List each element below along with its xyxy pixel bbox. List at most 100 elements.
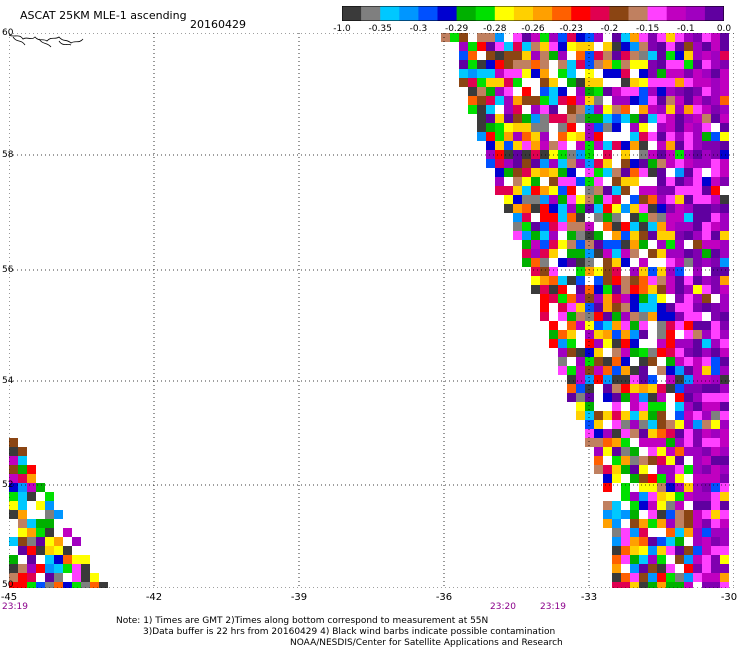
swath-cell xyxy=(657,294,666,303)
swath-cell xyxy=(666,141,675,150)
swath-cell xyxy=(630,258,639,267)
swath-cell xyxy=(18,456,27,465)
swath-cell xyxy=(531,240,540,249)
swath-cell xyxy=(594,276,603,285)
swath-cell xyxy=(486,141,495,150)
swath-cell xyxy=(720,429,729,438)
swath-cell xyxy=(558,366,567,375)
swath-cell xyxy=(639,375,648,384)
swath-cell xyxy=(657,501,666,510)
swath-cell xyxy=(675,501,684,510)
swath-cell xyxy=(648,519,657,528)
swath-cell xyxy=(666,267,675,276)
swath-cell xyxy=(9,564,18,573)
swath-cell xyxy=(657,411,666,420)
swath-cell xyxy=(720,357,729,366)
swath-cell xyxy=(630,384,639,393)
swath-cell xyxy=(675,447,684,456)
swath-cell xyxy=(468,42,477,51)
colorbar-label: 0.0 xyxy=(716,24,732,34)
swath-cell xyxy=(594,105,603,114)
swath-cell xyxy=(513,96,522,105)
swath-cell xyxy=(720,321,729,330)
time-label: 23:20 xyxy=(490,602,516,612)
swath-cell xyxy=(648,231,657,240)
swath-cell xyxy=(630,339,639,348)
swath-cell xyxy=(702,150,711,159)
swath-cell xyxy=(639,456,648,465)
swath-cell xyxy=(630,321,639,330)
swath-cell xyxy=(711,528,720,537)
swath-cell xyxy=(567,168,576,177)
swath-cell xyxy=(495,177,504,186)
swath-cell xyxy=(657,159,666,168)
swath-cell xyxy=(522,240,531,249)
swath-cell xyxy=(549,51,558,60)
swath-cell xyxy=(549,168,558,177)
swath-cell xyxy=(558,330,567,339)
swath-cell xyxy=(639,330,648,339)
swath-cell xyxy=(36,555,45,564)
swath-cell xyxy=(648,186,657,195)
swath-cell xyxy=(540,96,549,105)
swath-cell xyxy=(666,537,675,546)
coastline xyxy=(9,34,84,48)
swath-cell xyxy=(666,222,675,231)
swath-cell xyxy=(612,294,621,303)
swath-cell xyxy=(693,339,702,348)
map-date: 20160429 xyxy=(190,18,246,31)
swath-cell xyxy=(711,96,720,105)
swath-cell xyxy=(36,510,45,519)
swath-cell xyxy=(648,42,657,51)
swath-cell xyxy=(621,330,630,339)
swath-cell xyxy=(603,267,612,276)
swath-cell xyxy=(441,33,450,42)
swath-cell xyxy=(657,150,666,159)
swath-cell xyxy=(630,312,639,321)
swath-cell xyxy=(612,456,621,465)
swath-cell xyxy=(720,573,729,582)
swath-cell xyxy=(540,87,549,96)
colorbar-label: -0.35 xyxy=(368,24,392,34)
swath-cell xyxy=(558,204,567,213)
swath-cell xyxy=(504,78,513,87)
swath-cell xyxy=(675,528,684,537)
swath-cell xyxy=(603,312,612,321)
swath-cell xyxy=(603,492,612,501)
swath-cell xyxy=(621,366,630,375)
swath-cell xyxy=(612,492,621,501)
swath-cell xyxy=(9,537,18,546)
swath-cell xyxy=(675,51,684,60)
swath-cell xyxy=(594,195,603,204)
colorbar-label: -0.28 xyxy=(483,24,507,34)
swath-cell xyxy=(585,384,594,393)
swath-cell xyxy=(504,114,513,123)
swath-cell xyxy=(495,51,504,60)
swath-cell xyxy=(576,168,585,177)
swath-cell xyxy=(666,555,675,564)
swath-cell xyxy=(693,267,702,276)
swath-cell xyxy=(657,357,666,366)
swath-cell xyxy=(639,528,648,537)
swath-cell xyxy=(27,528,36,537)
swath-cell xyxy=(702,213,711,222)
swath-cell xyxy=(684,402,693,411)
swath-cell xyxy=(702,456,711,465)
swath-cell xyxy=(9,474,18,483)
swath-cell xyxy=(702,303,711,312)
swath-cell xyxy=(27,474,36,483)
swath-cell xyxy=(612,483,621,492)
swath-cell xyxy=(648,222,657,231)
swath-cell xyxy=(720,33,729,42)
swath-cell xyxy=(594,141,603,150)
swath-cell xyxy=(522,114,531,123)
swath-cell xyxy=(720,555,729,564)
swath-cell xyxy=(675,519,684,528)
swath-cell xyxy=(468,105,477,114)
swath-cell xyxy=(531,96,540,105)
swath-cell xyxy=(594,114,603,123)
swath-cell xyxy=(711,564,720,573)
swath-cell xyxy=(549,87,558,96)
swath-cell xyxy=(486,105,495,114)
swath-cell xyxy=(630,186,639,195)
